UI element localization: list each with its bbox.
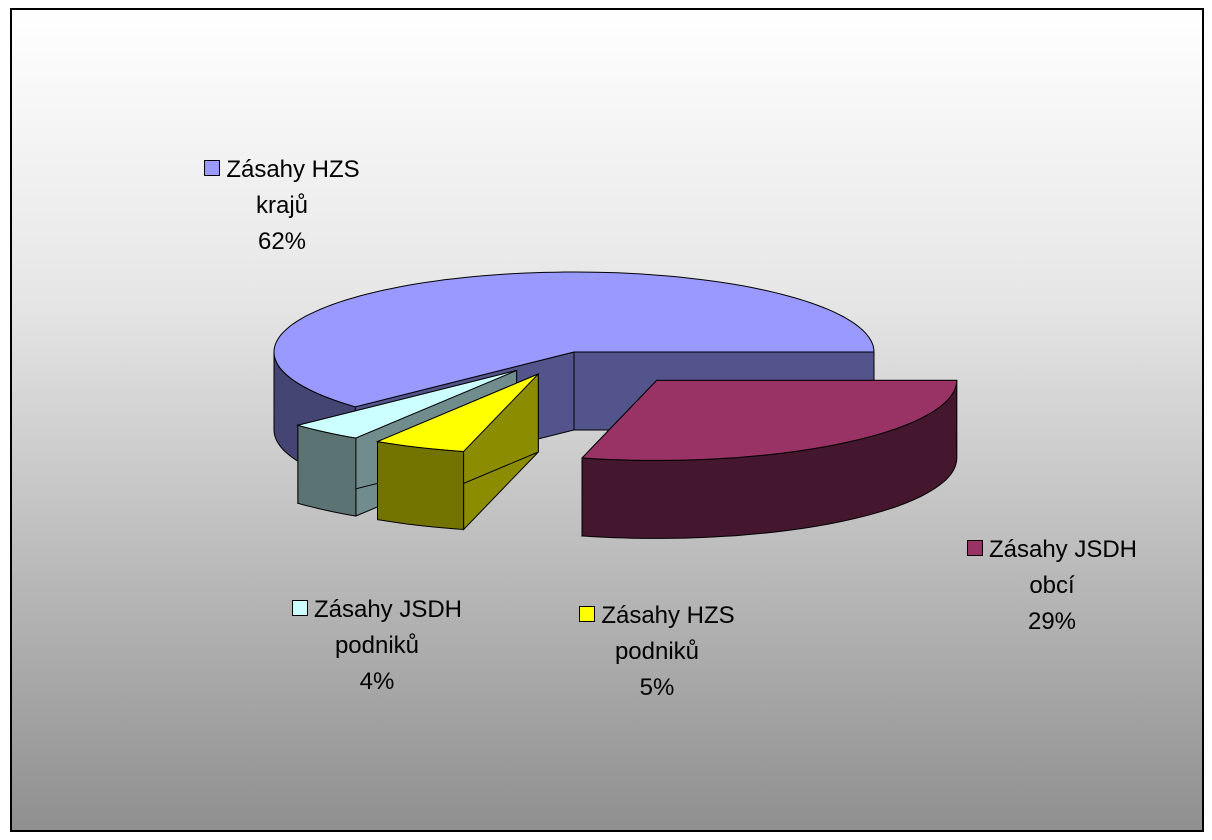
slice — [295, 370, 517, 439]
legend-key — [291, 600, 308, 616]
label-value: 4% — [359, 668, 395, 695]
slice — [273, 271, 875, 408]
label-name: Zásahy HZS krajů — [226, 156, 360, 219]
label-name: Zásahy JSDH obcí — [988, 536, 1138, 599]
label-name: Zásahy HZS podniků — [601, 602, 735, 665]
slice-wall — [297, 424, 357, 517]
legend-key — [204, 160, 221, 176]
label-value: 29% — [1027, 608, 1077, 635]
data-label: Zásahy HZS krajů 62% — [182, 152, 382, 260]
label-name: Zásahy JSDH podniků — [313, 596, 463, 659]
legend-key — [966, 540, 983, 556]
slice-wall — [377, 441, 465, 531]
slice — [580, 379, 958, 461]
label-value: 5% — [639, 674, 675, 701]
chart — [273, 271, 958, 539]
data-label: Zásahy HZS podniků 5% — [557, 598, 757, 706]
label-value: 62% — [257, 228, 307, 255]
legend-key — [579, 606, 596, 622]
chart-area: Zásahy HZS krajů 62% Zásahy JSDH obcí 29% Zá… — [10, 8, 1204, 832]
slice — [375, 373, 539, 453]
data-label: Zásahy JSDH obcí 29% — [952, 532, 1152, 640]
data-label: Zásahy JSDH podniků 4% — [277, 592, 477, 700]
